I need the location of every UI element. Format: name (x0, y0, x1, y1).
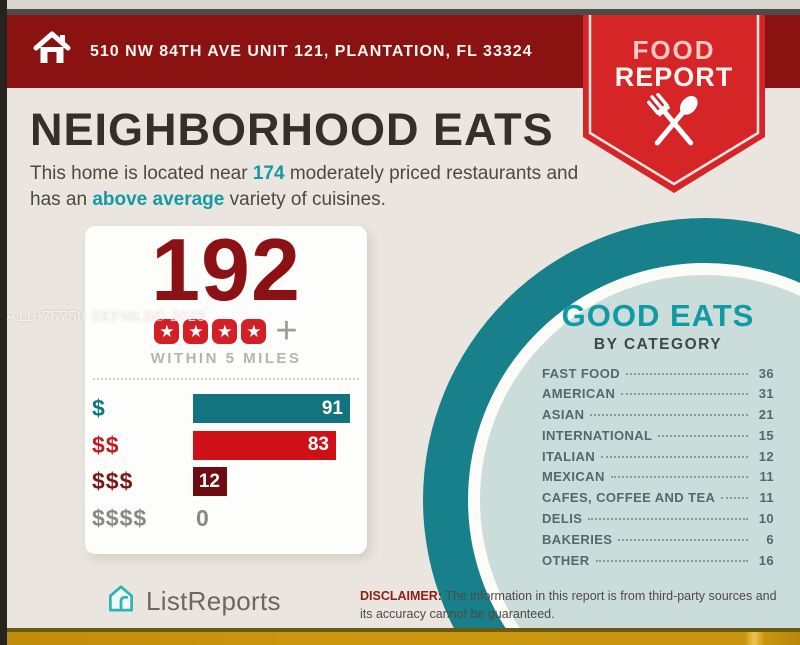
restaurant-count: 174 (252, 163, 285, 184)
dotted-leader (588, 518, 748, 521)
good-eats-title: GOOD EATS (561, 298, 755, 333)
price-bar-chart: $ 91 $$ 83 $$$ 12 $$$$ 0 (92, 394, 360, 540)
category-value: 36 (758, 365, 774, 381)
badge-line1: FOOD (632, 35, 716, 65)
dotted-leader (590, 414, 748, 417)
category-label: BAKERIES (542, 531, 613, 547)
price-tier-label: $$$$ (92, 504, 148, 531)
good-eats-panel: GOOD EATS BY CATEGORY FAST FOOD 36 AMERIC… (542, 300, 774, 573)
category-row: ITALIAN 12 (542, 449, 774, 470)
price-bar-2: 12 (193, 467, 227, 496)
price-bar-value: 83 (307, 434, 329, 455)
price-tier-label: $$ (92, 431, 120, 458)
category-row: MEXICAN 11 (542, 469, 774, 490)
price-row: $ 91 (92, 394, 360, 423)
disclaimer-body: The information in this report is from t… (360, 589, 777, 621)
price-row: $$ 83 (92, 430, 360, 460)
intro-highlight: above average (92, 189, 225, 211)
category-list: FAST FOOD 36 AMERICAN 31 ASIAN 21 INTERNATI… (542, 366, 774, 574)
category-row: OTHER 16 (542, 553, 774, 574)
scan-left-border (0, 0, 7, 645)
scan-top-strip (7, 0, 800, 9)
plus-icon: + (275, 310, 298, 352)
price-bar-value: 12 (198, 470, 220, 492)
category-row: AMERICAN 31 (542, 386, 774, 407)
listreports-house-icon (104, 582, 138, 621)
badge-title: FOOD REPORT (583, 37, 765, 91)
dotted-leader (595, 559, 748, 562)
radius-label: WITHIN 5 MILES (150, 350, 302, 367)
category-value: 31 (758, 386, 774, 402)
category-value: 11 (759, 469, 774, 485)
price-tier-label: $$$ (92, 468, 134, 494)
property-address: 510 NW 84TH AVE UNIT 121, PLANTATION, FL… (90, 42, 533, 60)
category-row: INTERNATIONAL 15 (542, 428, 774, 449)
dotted-leader (621, 393, 748, 396)
dotted-leader (721, 497, 748, 500)
category-value: 6 (766, 531, 774, 547)
dotted-leader (601, 455, 748, 458)
dotted-leader (658, 434, 748, 437)
intro-part1: This home is located near (30, 163, 253, 184)
category-label: INTERNATIONAL (542, 427, 653, 443)
category-value: 21 (758, 407, 774, 423)
intro-text: This home is located near 174 moderately… (30, 161, 590, 213)
listreports-wordmark: ListReports (146, 586, 281, 616)
star-icon: ★ (183, 318, 209, 344)
restaurant-stats-card: 192 ★ ★ ★ ★ + WITHIN 5 MILES $ 91 $$ 83 … (85, 226, 367, 554)
listreports-logo: ListReports (104, 582, 281, 621)
dotted-leader (618, 538, 748, 541)
price-bar-1: 83 (193, 430, 336, 460)
category-row: CAFES, COFFEE AND TEA 11 (542, 490, 774, 511)
badge-line2: REPORT (614, 61, 734, 92)
category-row: FAST FOOD 36 (542, 366, 774, 387)
category-row: ASIAN 21 (542, 407, 774, 428)
category-label: DELIS (542, 511, 583, 527)
divider (93, 378, 359, 380)
category-label: FAST FOOD (542, 365, 620, 381)
category-value: 12 (758, 448, 774, 464)
badge-ribbon-shape (583, 13, 765, 193)
star-icon: ★ (212, 318, 238, 344)
category-value: 11 (759, 490, 774, 506)
category-label: ITALIAN (542, 448, 596, 464)
good-eats-subtitle: BY CATEGORY (593, 336, 723, 353)
dotted-leader (610, 476, 748, 479)
price-row: $$$$ 0 (92, 504, 360, 533)
category-row: DELIS 10 (542, 511, 774, 532)
star-rating: ★ ★ ★ ★ + (85, 310, 367, 352)
category-label: CAFES, COFFEE AND TEA (542, 490, 716, 506)
category-row: BAKERIES 6 (542, 532, 774, 553)
price-bar-value: 0 (196, 504, 209, 531)
intro-part3: variety of cuisines. (224, 189, 386, 211)
intro-part2: moderately priced restaurants and has an (30, 163, 579, 211)
category-value: 16 (758, 552, 774, 568)
price-bar-value: 91 (321, 397, 343, 419)
star-icon: ★ (154, 318, 180, 344)
total-restaurants: 192 (151, 220, 301, 319)
category-label: ASIAN (542, 407, 585, 423)
dotted-leader (626, 372, 748, 375)
star-icon: ★ (241, 318, 267, 344)
category-value: 15 (758, 427, 774, 443)
category-value: 10 (758, 511, 774, 527)
price-bar-0: 91 (193, 394, 350, 423)
price-row: $$$ 12 (92, 467, 360, 496)
bottom-gold-strip (7, 628, 800, 645)
mls-watermark: A11975750 SEFMLS© 2023 (6, 308, 206, 325)
food-report-badge: FOOD REPORT (583, 13, 765, 193)
category-label: AMERICAN (542, 386, 616, 402)
category-label: MEXICAN (542, 469, 605, 485)
disclaimer-label: DISCLAIMER: (360, 589, 442, 603)
disclaimer-text: DISCLAIMER: The information in this repo… (360, 588, 790, 623)
category-label: OTHER (542, 552, 590, 568)
page-title: NEIGHBORHOOD EATS (30, 104, 554, 155)
house-icon (33, 31, 71, 72)
price-tier-label: $ (92, 395, 106, 421)
scan-top-line (7, 9, 800, 15)
